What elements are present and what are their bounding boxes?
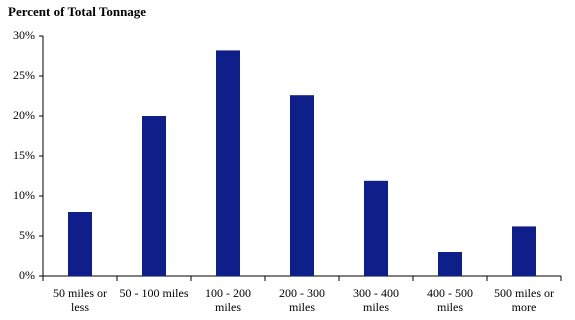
chart-title: Percent of Total Tonnage <box>8 4 147 19</box>
y-tick-label: 20% <box>13 108 35 122</box>
y-tick-label: 5% <box>19 228 35 242</box>
bar <box>438 252 462 276</box>
x-tick-label: 200 - 300 miles <box>279 286 325 314</box>
y-tick-label: 10% <box>13 188 35 202</box>
x-tick-label: 50 miles or less <box>53 286 107 314</box>
y-tick-label: 15% <box>13 148 35 162</box>
y-tick-label: 25% <box>13 68 35 82</box>
y-tick-label: 0% <box>19 268 35 282</box>
x-tick-label: 100 - 200 miles <box>205 286 251 314</box>
bar <box>512 226 536 276</box>
y-tick-label: 30% <box>13 28 35 42</box>
bar <box>290 95 314 276</box>
bar <box>142 116 166 276</box>
x-tick-label: 300 - 400 miles <box>353 286 399 314</box>
x-tick-label: 400 - 500 miles <box>427 286 473 314</box>
bar <box>68 212 92 276</box>
bar <box>216 50 240 277</box>
x-tick-label: 50 - 100 miles <box>119 286 189 300</box>
bar <box>364 180 388 276</box>
x-tick-label: 500 miles or more <box>494 286 554 314</box>
